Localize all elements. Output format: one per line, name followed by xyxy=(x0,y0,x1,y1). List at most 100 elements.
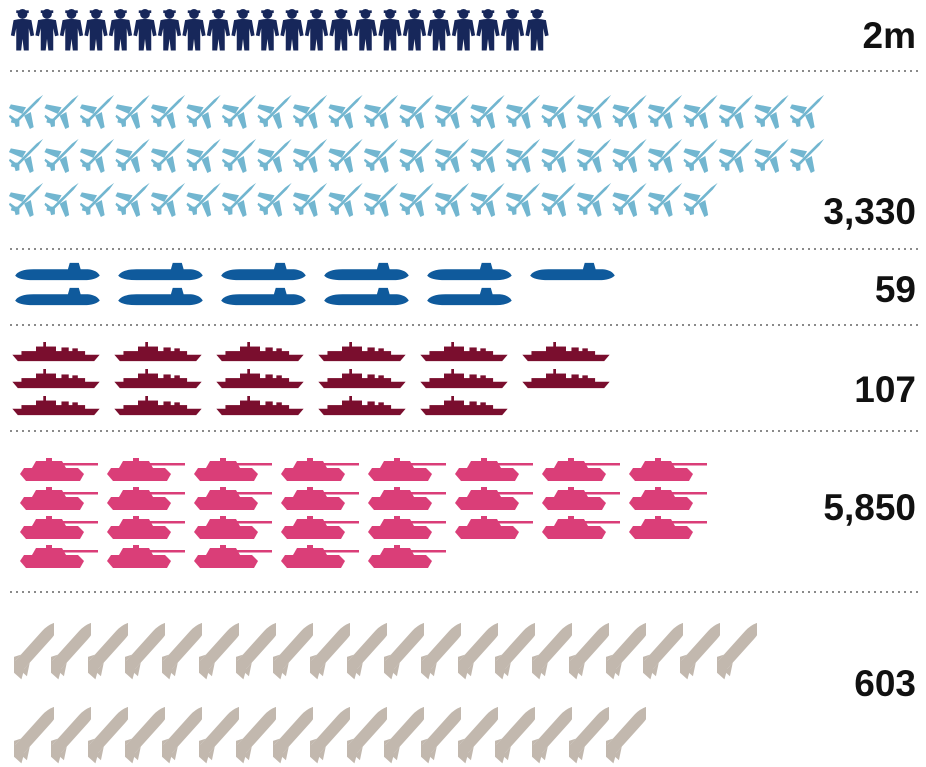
missiles-value-label: 603 xyxy=(854,663,916,704)
soldier-icon xyxy=(10,9,35,51)
fighter-jet-icon xyxy=(399,138,434,174)
tank-icon xyxy=(107,487,185,510)
soldier-icon xyxy=(59,9,84,51)
fighter-jet-icon xyxy=(150,94,186,130)
soldier-icon xyxy=(133,9,157,51)
fighter-jet-icon xyxy=(150,138,186,174)
tank-icon xyxy=(20,545,98,568)
tank-icon xyxy=(20,458,98,481)
fighter-jet-icon xyxy=(221,182,257,218)
soldier-icon xyxy=(280,9,304,51)
tank-icon xyxy=(107,545,185,568)
soldier-icon xyxy=(108,9,133,51)
fighter-jet-icon xyxy=(186,138,221,174)
soldier-icon xyxy=(84,9,108,51)
tank-icon xyxy=(368,458,446,481)
soldier-icon xyxy=(402,9,427,51)
missile-icon xyxy=(606,696,646,765)
tank-icon xyxy=(368,487,446,510)
tank-icon xyxy=(281,516,359,539)
submarine-icon xyxy=(324,262,409,281)
warship-icon xyxy=(318,342,406,362)
fighter-jet-icon xyxy=(8,94,44,130)
warship-icon xyxy=(114,342,202,362)
fighter-jet-icon xyxy=(647,138,683,174)
tank-icon xyxy=(194,545,272,568)
warship-icon xyxy=(420,396,508,416)
warship-icon xyxy=(114,396,202,416)
fighter-jet-icon xyxy=(434,182,470,218)
tank-icon xyxy=(542,458,620,481)
soldier-icon xyxy=(353,9,378,51)
tank-icon xyxy=(20,487,98,510)
fighter-jet-icon xyxy=(470,138,505,174)
tank-icon xyxy=(107,458,185,481)
fighter-jet-icon xyxy=(434,94,470,130)
submarine-icon xyxy=(530,287,601,306)
tank-icon xyxy=(455,516,533,539)
warships-value-label: 107 xyxy=(854,369,916,410)
fighter-jet-icon xyxy=(150,182,186,218)
fighter-jet-icon xyxy=(683,94,718,130)
fighter-jet-icon xyxy=(612,182,647,218)
warship-icon xyxy=(318,396,406,416)
fighter-jet-icon xyxy=(789,138,825,174)
fighter-jet-icon xyxy=(44,182,79,218)
warship-icon xyxy=(12,369,100,389)
fighter-jet-icon xyxy=(647,182,683,218)
tank-icon xyxy=(455,545,477,568)
aircraft-value-label: 3,330 xyxy=(823,191,916,232)
fighter-jet-icon xyxy=(505,138,541,174)
submarine-icon xyxy=(221,262,306,281)
fighter-jet-icon xyxy=(44,94,79,130)
fighter-jet-icon xyxy=(541,138,576,174)
fighter-jet-icon xyxy=(292,138,328,174)
soldier-icon xyxy=(427,9,451,51)
tank-icon xyxy=(542,487,620,510)
tank-icon xyxy=(629,516,707,539)
fighter-jet-icon xyxy=(754,94,789,130)
tank-icon xyxy=(455,458,533,481)
tank-icon xyxy=(194,487,272,510)
submarine-icon xyxy=(427,262,512,281)
fighter-jet-icon xyxy=(505,182,541,218)
fighter-jet-icon xyxy=(328,138,363,174)
fighter-jet-icon xyxy=(612,94,647,130)
tank-icon xyxy=(194,458,272,481)
fighter-jet-icon xyxy=(399,94,434,130)
fighter-jet-icon xyxy=(328,182,363,218)
fighter-jet-icon xyxy=(576,138,612,174)
fighter-jet-icon xyxy=(363,182,399,218)
tank-icon xyxy=(455,487,533,510)
soldier-icon xyxy=(255,9,280,51)
submarine-icon xyxy=(15,287,100,306)
fighter-jet-icon xyxy=(79,94,115,130)
fighter-jet-icon xyxy=(363,94,399,130)
warships-row xyxy=(12,342,610,416)
fighter-jet-icon xyxy=(257,94,292,130)
personnel-value-label: 2m xyxy=(863,15,916,56)
fighter-jet-icon xyxy=(8,182,44,218)
tanks-row xyxy=(20,458,707,568)
warship-icon xyxy=(420,369,508,389)
fighter-jet-icon xyxy=(221,138,257,174)
fighter-jet-icon xyxy=(718,138,754,174)
submarine-icon xyxy=(15,262,100,281)
fighter-jet-icon xyxy=(115,138,150,174)
warship-icon xyxy=(318,369,406,389)
warship-icon xyxy=(114,369,202,389)
soldier-icon xyxy=(549,9,562,51)
tank-icon xyxy=(368,545,446,568)
soldier-icon xyxy=(157,9,182,51)
tank-icon xyxy=(20,516,98,539)
fighter-jet-icon xyxy=(612,138,647,174)
warship-icon xyxy=(216,369,304,389)
soldier-icon xyxy=(182,9,206,51)
fighter-jet-icon xyxy=(292,182,328,218)
warship-icon xyxy=(216,396,304,416)
fighter-jet-icon xyxy=(505,94,541,130)
submarines-row xyxy=(15,262,615,306)
tanks-value-label: 5,850 xyxy=(823,487,916,528)
fighter-jet-icon xyxy=(541,94,576,130)
submarine-icon xyxy=(118,262,203,281)
